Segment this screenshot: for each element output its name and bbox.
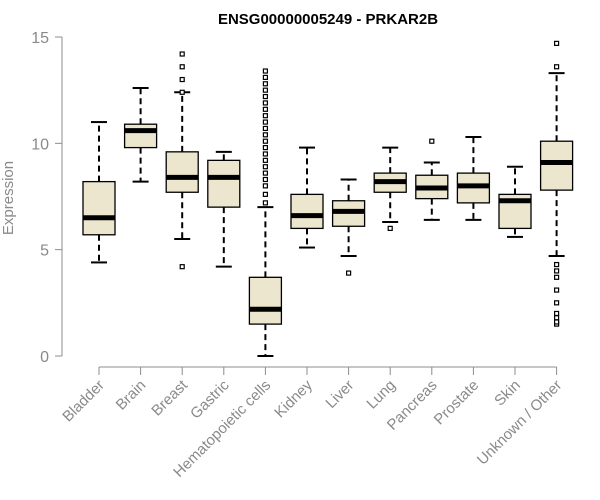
outlier-point: [262, 151, 268, 157]
x-tick-label: Brain: [113, 377, 150, 414]
chart-title: ENSG00000005249 - PRKAR2B: [218, 11, 438, 28]
outlier-point: [387, 225, 393, 231]
box-group: [123, 87, 158, 183]
outlier-point: [262, 191, 268, 197]
outlier-point: [262, 144, 268, 151]
box-iqr: [248, 276, 283, 325]
box-group: [373, 146, 407, 231]
box-iqr: [539, 140, 574, 191]
outlier-point: [262, 125, 268, 132]
outlier-point: [179, 51, 185, 57]
y-tick-label: 5: [40, 243, 49, 260]
outlier-point: [179, 76, 185, 83]
outlier-point: [262, 138, 268, 144]
outlier-point: [553, 268, 560, 274]
y-axis-label: Expression: [0, 161, 17, 235]
box-iqr: [207, 159, 241, 208]
box-iqr: [165, 151, 199, 193]
outlier-point: [553, 287, 560, 293]
box-group: [207, 150, 241, 268]
outlier-point: [262, 132, 268, 138]
outlier-point: [262, 183, 268, 189]
box-group: [165, 51, 199, 270]
box-group: [82, 121, 116, 264]
x-tick-label: Breast: [148, 376, 191, 419]
outlier-point: [553, 315, 560, 321]
plot-area: [82, 40, 574, 357]
y-tick-label: 0: [40, 349, 49, 366]
outlier-point: [553, 64, 560, 70]
outlier-point: [262, 68, 268, 74]
outlier-point: [179, 264, 185, 270]
box-group: [539, 40, 574, 327]
outlier-point: [262, 113, 268, 119]
outlier-point: [429, 138, 435, 144]
box-group: [290, 146, 324, 249]
outlier-point: [262, 74, 268, 81]
outlier-point: [262, 100, 268, 106]
outlier-point: [262, 81, 268, 87]
box-group: [415, 138, 449, 221]
x-tick-label: Kidney: [271, 376, 316, 421]
box-group: [331, 178, 366, 276]
outlier-point: [179, 89, 185, 95]
outlier-point: [346, 270, 352, 276]
x-tick-label: Skin: [491, 377, 524, 410]
outlier-point: [262, 176, 268, 183]
outlier-point: [553, 274, 560, 280]
outlier-point: [262, 119, 268, 125]
outlier-point: [553, 300, 560, 306]
x-tick-label: Lung: [363, 377, 399, 413]
outlier-point: [553, 261, 560, 268]
x-tick-label: Liver: [322, 377, 357, 412]
outlier-point: [262, 87, 268, 93]
outlier-point: [262, 106, 268, 112]
outlier-point: [553, 310, 560, 317]
box-group: [498, 165, 532, 238]
x-tick-label: Prostate: [431, 377, 483, 429]
box-group: [248, 68, 283, 357]
outlier-point: [179, 64, 185, 70]
box-iqr: [290, 193, 324, 230]
outlier-point: [262, 93, 268, 100]
outlier-point: [262, 164, 268, 170]
box-iqr: [123, 123, 158, 149]
box-group: [456, 135, 491, 221]
y-tick-label: 15: [31, 30, 49, 47]
outlier-point: [262, 200, 268, 206]
x-tick-label: Bladder: [59, 377, 108, 426]
outlier-point: [553, 40, 560, 46]
y-tick-label: 10: [31, 136, 49, 153]
outlier-point: [262, 170, 268, 176]
outlier-point: [553, 319, 560, 325]
box-iqr: [82, 180, 116, 236]
outlier-point: [262, 157, 268, 163]
